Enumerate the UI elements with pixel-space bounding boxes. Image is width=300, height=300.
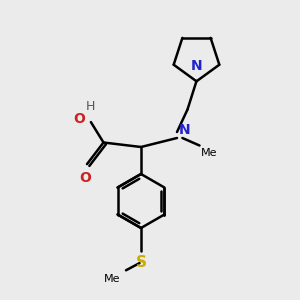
Text: Me: Me <box>201 148 217 158</box>
Text: S: S <box>136 255 146 270</box>
Text: Me: Me <box>103 274 120 284</box>
Text: N: N <box>178 122 190 136</box>
Text: N: N <box>191 59 202 73</box>
Text: H: H <box>85 100 95 113</box>
Text: O: O <box>74 112 86 126</box>
Text: O: O <box>80 171 92 185</box>
